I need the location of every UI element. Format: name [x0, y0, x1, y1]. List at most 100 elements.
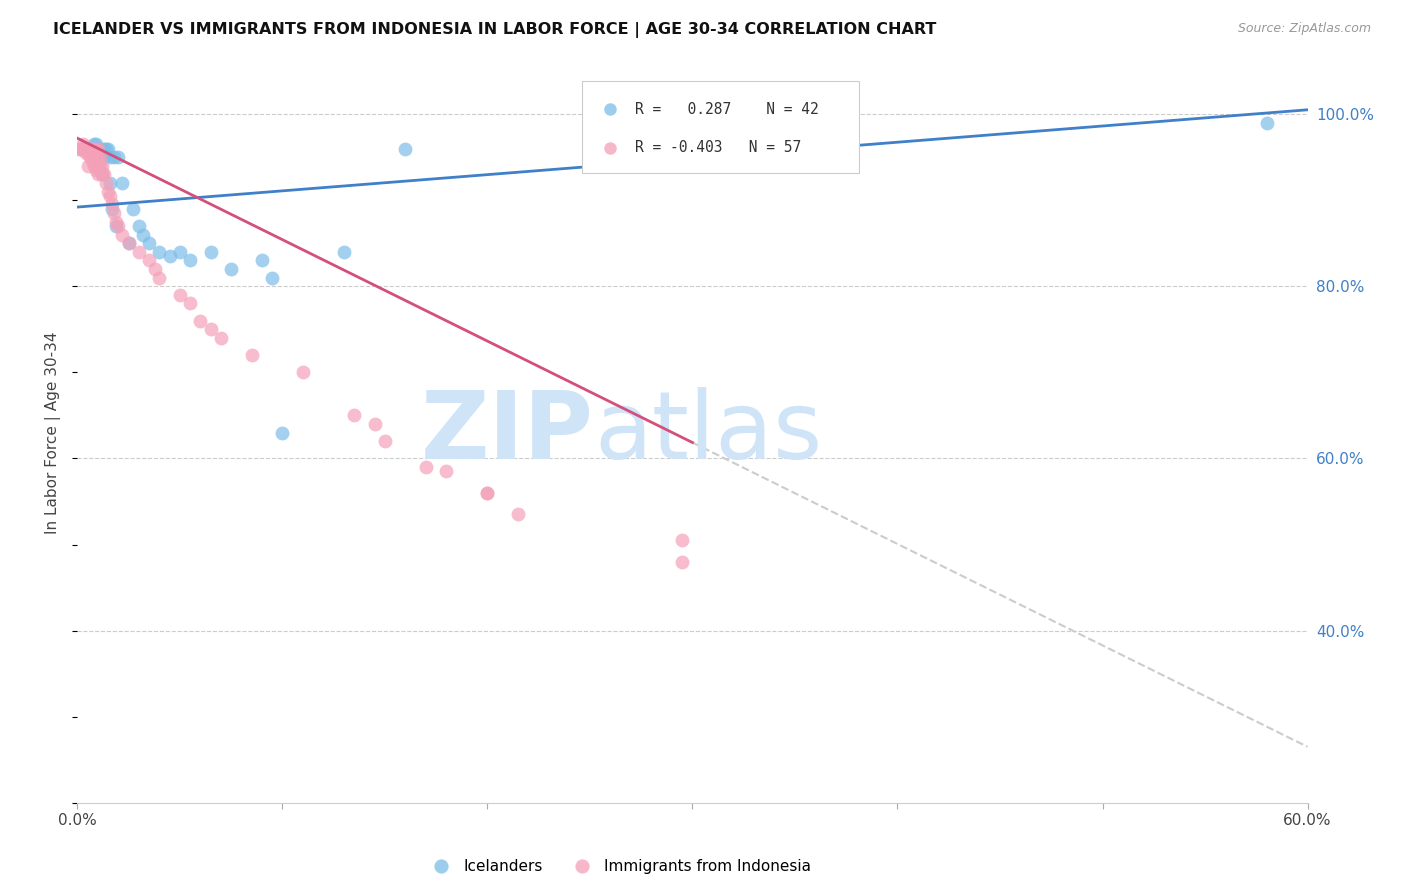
Point	[262, 270, 284, 285]
Point	[671, 533, 693, 548]
Point	[200, 244, 222, 259]
Text: ICELANDER VS IMMIGRANTS FROM INDONESIA IN LABOR FORCE | AGE 30-34 CORRELATION CH: ICELANDER VS IMMIGRANTS FROM INDONESIA I…	[53, 22, 936, 38]
Point	[83, 137, 105, 152]
Point	[87, 150, 110, 164]
Point	[188, 314, 212, 328]
Point	[83, 159, 105, 173]
Text: R =   0.287    N = 42: R = 0.287 N = 42	[634, 102, 818, 117]
Point	[80, 142, 103, 156]
Point	[111, 176, 134, 190]
Point	[93, 142, 115, 156]
Point	[148, 270, 170, 285]
Point	[159, 249, 181, 263]
Point	[117, 236, 139, 251]
Point	[75, 142, 97, 156]
Point	[240, 348, 263, 362]
Point	[72, 142, 94, 156]
Text: Source: ZipAtlas.com: Source: ZipAtlas.com	[1237, 22, 1371, 36]
Point	[76, 159, 98, 173]
Point	[103, 150, 125, 164]
Point	[107, 150, 129, 164]
Point	[477, 486, 499, 500]
Point	[209, 331, 232, 345]
Point	[89, 150, 111, 164]
Point	[111, 227, 134, 242]
Point	[250, 253, 273, 268]
Point	[84, 150, 107, 164]
Point	[138, 253, 160, 268]
Text: R = -0.403   N = 57: R = -0.403 N = 57	[634, 140, 801, 155]
Point	[84, 145, 107, 160]
Point	[179, 296, 201, 310]
Point	[271, 425, 294, 440]
Point	[80, 154, 103, 169]
Point	[84, 163, 107, 178]
Point	[94, 142, 117, 156]
Point	[169, 244, 191, 259]
Point	[121, 202, 143, 216]
Point	[67, 142, 90, 156]
Point	[436, 464, 458, 478]
Point	[374, 434, 396, 449]
Point	[415, 460, 437, 475]
Point	[90, 167, 114, 181]
Point	[93, 150, 115, 164]
Point	[128, 244, 150, 259]
Point	[84, 137, 107, 152]
Point	[128, 219, 150, 233]
Point	[75, 145, 97, 160]
Point	[200, 322, 222, 336]
Point	[169, 288, 191, 302]
Point	[87, 167, 110, 181]
Point	[671, 555, 693, 569]
Point	[87, 142, 110, 156]
Point	[477, 486, 499, 500]
Point	[1256, 116, 1278, 130]
Point	[291, 365, 314, 379]
Point	[89, 150, 111, 164]
Point	[76, 142, 98, 156]
Point	[98, 150, 121, 164]
Point	[105, 219, 128, 233]
Point	[132, 227, 155, 242]
Point	[79, 150, 101, 164]
FancyBboxPatch shape	[582, 81, 859, 174]
Point	[333, 244, 356, 259]
Point	[702, 142, 724, 156]
Point	[117, 236, 139, 251]
Point	[343, 409, 366, 423]
Point	[101, 202, 124, 216]
Point	[107, 219, 129, 233]
Point	[105, 215, 128, 229]
Point	[79, 142, 101, 156]
Point	[219, 262, 242, 277]
Point	[97, 142, 120, 156]
Text: ZIP: ZIP	[422, 386, 595, 479]
Point	[80, 142, 103, 156]
Point	[72, 137, 94, 152]
Point	[90, 167, 114, 181]
Point	[89, 159, 111, 173]
Point	[394, 142, 416, 156]
Point	[508, 508, 530, 522]
Point	[83, 142, 105, 156]
Point	[148, 244, 170, 259]
Text: atlas: atlas	[595, 386, 823, 479]
Point	[87, 159, 110, 173]
Point	[76, 145, 98, 160]
Point	[83, 150, 105, 164]
Point	[98, 176, 121, 190]
Legend: Icelanders, Immigrants from Indonesia: Icelanders, Immigrants from Indonesia	[419, 853, 818, 880]
Point	[89, 142, 111, 156]
Point	[179, 253, 201, 268]
Point	[70, 142, 93, 156]
Point	[101, 197, 124, 211]
Point	[363, 417, 385, 431]
Point	[143, 262, 166, 277]
Point	[84, 142, 107, 156]
Point	[79, 142, 101, 156]
Point	[90, 159, 114, 173]
Point	[93, 167, 115, 181]
Point	[87, 142, 110, 156]
Point	[98, 189, 121, 203]
